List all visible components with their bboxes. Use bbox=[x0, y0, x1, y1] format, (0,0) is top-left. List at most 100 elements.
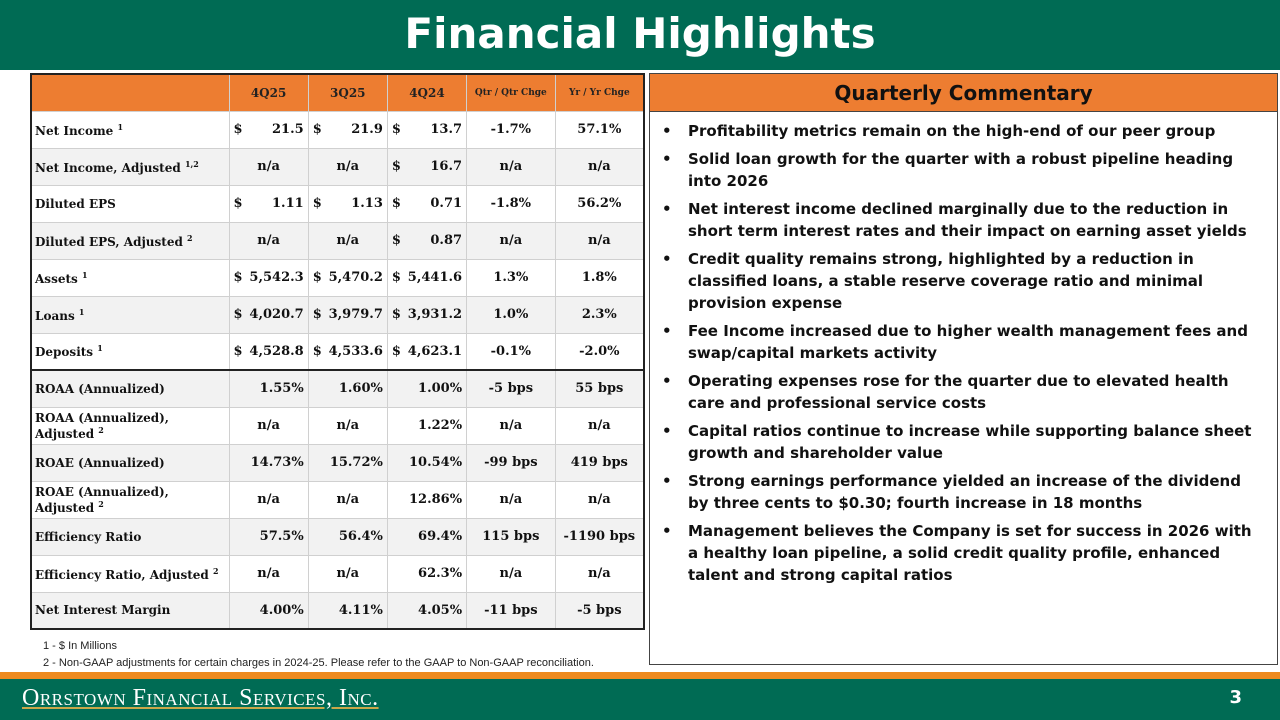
cell-value: n/a bbox=[257, 492, 280, 507]
table-cell: 62.3% bbox=[386, 554, 468, 593]
cell-value: 10.54% bbox=[409, 455, 463, 470]
row-label-text: ROAA (Annualized), Adjusted bbox=[35, 410, 169, 441]
financial-highlights-table: 4Q25 3Q25 4Q24 Qtr / Qtr Chge Yr / Yr Chge N… bbox=[30, 73, 645, 630]
column-header: Qtr / Qtr Chge bbox=[466, 73, 556, 112]
table-cell: n/a bbox=[554, 147, 645, 186]
currency-symbol: $ bbox=[391, 159, 401, 174]
table-cell: 4.00% bbox=[228, 591, 309, 630]
table-row: ROAE (Annualized) 14.73% 15.72% 10.54% -99 b… bbox=[30, 443, 645, 482]
table-cell: $1.13 bbox=[307, 184, 388, 223]
cell-value: 1.60% bbox=[338, 381, 383, 397]
table-cell: n/a bbox=[466, 147, 556, 186]
table-row: Deposits 1 $4,528.8 $4,533.6 $4,623.1 -0.1% -… bbox=[30, 332, 645, 371]
table-cell: 56.4% bbox=[307, 517, 388, 556]
cell-value: 3,979.7 bbox=[328, 307, 383, 322]
row-label-text: Net Interest Margin bbox=[35, 603, 171, 618]
table-cell: 1.60% bbox=[307, 369, 388, 408]
table-row: Net Income, Adjusted 1,2 n/a n/a $16.7 n/a n/… bbox=[30, 147, 645, 186]
cell-value: n/a bbox=[257, 566, 280, 581]
column-header: 4Q25 bbox=[228, 73, 309, 112]
table-cell: n/a bbox=[466, 554, 556, 593]
currency-symbol: $ bbox=[233, 307, 243, 322]
cell-value: 4,623.1 bbox=[407, 343, 463, 359]
table-cell: $4,533.6 bbox=[307, 332, 388, 371]
currency-symbol: $ bbox=[233, 196, 243, 211]
table-cell: 4.05% bbox=[386, 591, 468, 630]
cell-value: n/a bbox=[499, 233, 523, 248]
cell-value: 5,470.2 bbox=[328, 270, 383, 285]
currency-symbol: $ bbox=[233, 122, 243, 137]
footnote-1: 1 - $ In Millions bbox=[43, 640, 117, 652]
commentary-item: Solid loan growth for the quarter with a… bbox=[660, 148, 1259, 192]
cell-value: n/a bbox=[588, 566, 611, 581]
cell-value: 57.5% bbox=[259, 529, 304, 544]
table-cell: $21.9 bbox=[307, 110, 388, 149]
cell-value: n/a bbox=[499, 418, 523, 433]
row-label-text: Loans bbox=[35, 308, 75, 323]
table-cell: 419 bps bbox=[554, 443, 645, 482]
table-cell: $5,470.2 bbox=[307, 258, 388, 297]
table-cell: -1.8% bbox=[466, 184, 556, 223]
table-cell: n/a bbox=[466, 406, 556, 445]
table-cell: $13.7 bbox=[386, 110, 468, 149]
cell-value: n/a bbox=[336, 233, 360, 248]
table-cell: 1.0% bbox=[466, 295, 556, 334]
table-cell: -1.7% bbox=[466, 110, 556, 149]
table-cell: n/a bbox=[307, 221, 388, 260]
commentary-item: Credit quality remains strong, highlight… bbox=[660, 248, 1259, 314]
footer-divider bbox=[0, 672, 1280, 679]
column-header: 4Q24 bbox=[386, 73, 468, 112]
table-cell: -2.0% bbox=[554, 332, 645, 371]
cell-value: n/a bbox=[257, 159, 280, 174]
footer-bar: Orrstown Financial Services, Inc. 3 bbox=[0, 679, 1280, 720]
table-cell: n/a bbox=[466, 221, 556, 260]
cell-value: n/a bbox=[588, 418, 611, 433]
table-cell: $1.11 bbox=[228, 184, 309, 223]
cell-value: n/a bbox=[588, 492, 611, 507]
table-cell: $4,528.8 bbox=[228, 332, 309, 371]
table-cell: n/a bbox=[228, 554, 309, 593]
table-cell: -1190 bps bbox=[554, 517, 645, 556]
row-label: Diluted EPS bbox=[30, 184, 230, 223]
table-cell: 55 bps bbox=[554, 369, 645, 408]
table-cell: -11 bps bbox=[466, 591, 556, 630]
cell-value: n/a bbox=[336, 566, 360, 581]
cell-value: 21.5 bbox=[272, 122, 304, 137]
row-label-text: Net Income, Adjusted bbox=[35, 160, 181, 175]
cell-value: 12.86% bbox=[409, 492, 463, 507]
table-cell: 14.73% bbox=[228, 443, 309, 482]
table-cell: n/a bbox=[228, 221, 309, 260]
currency-symbol: $ bbox=[391, 307, 401, 322]
currency-symbol: $ bbox=[233, 270, 243, 285]
cell-value: 56.2% bbox=[577, 196, 622, 211]
cell-value: 4.05% bbox=[418, 602, 463, 618]
footnote-ref: 1 bbox=[117, 121, 124, 132]
currency-symbol: $ bbox=[312, 270, 322, 285]
row-label: Diluted EPS, Adjusted 2 bbox=[30, 221, 230, 260]
cell-value: 4,528.8 bbox=[249, 343, 304, 359]
commentary-item: Capital ratios continue to increase whil… bbox=[660, 420, 1259, 464]
footnote-ref: 1 bbox=[97, 343, 103, 354]
table-row: Efficiency Ratio 57.5% 56.4% 69.4% 115 bps -1… bbox=[30, 517, 645, 556]
currency-symbol: $ bbox=[312, 196, 322, 211]
table-cell: -99 bps bbox=[466, 443, 556, 482]
footnote-ref: 2 bbox=[98, 424, 104, 435]
footnote-ref: 2 bbox=[187, 232, 193, 243]
row-label-text: Efficiency Ratio bbox=[35, 529, 142, 544]
footnote-ref: 2 bbox=[98, 498, 104, 509]
table-cell: $5,441.6 bbox=[386, 258, 468, 297]
table-row: Assets 1 $5,542.3 $5,470.2 $5,441.6 1.3% 1.8% bbox=[30, 258, 645, 297]
row-label-text: Net Income bbox=[35, 123, 114, 138]
column-header bbox=[30, 73, 230, 112]
commentary-item: Net interest income declined marginally … bbox=[660, 198, 1259, 242]
cell-value: 3,931.2 bbox=[407, 307, 463, 322]
cell-value: 1.11 bbox=[272, 196, 304, 211]
table-row: ROAA (Annualized), Adjusted 2 n/a n/a 1.22%… bbox=[30, 406, 645, 445]
cell-value: n/a bbox=[499, 566, 523, 581]
table-cell: 1.00% bbox=[386, 369, 468, 408]
cell-value: 1.22% bbox=[418, 418, 463, 433]
table-cell: $4,623.1 bbox=[386, 332, 468, 371]
table-cell: $21.5 bbox=[228, 110, 309, 149]
table-cell: n/a bbox=[307, 554, 388, 593]
cell-value: 2.3% bbox=[581, 307, 617, 322]
